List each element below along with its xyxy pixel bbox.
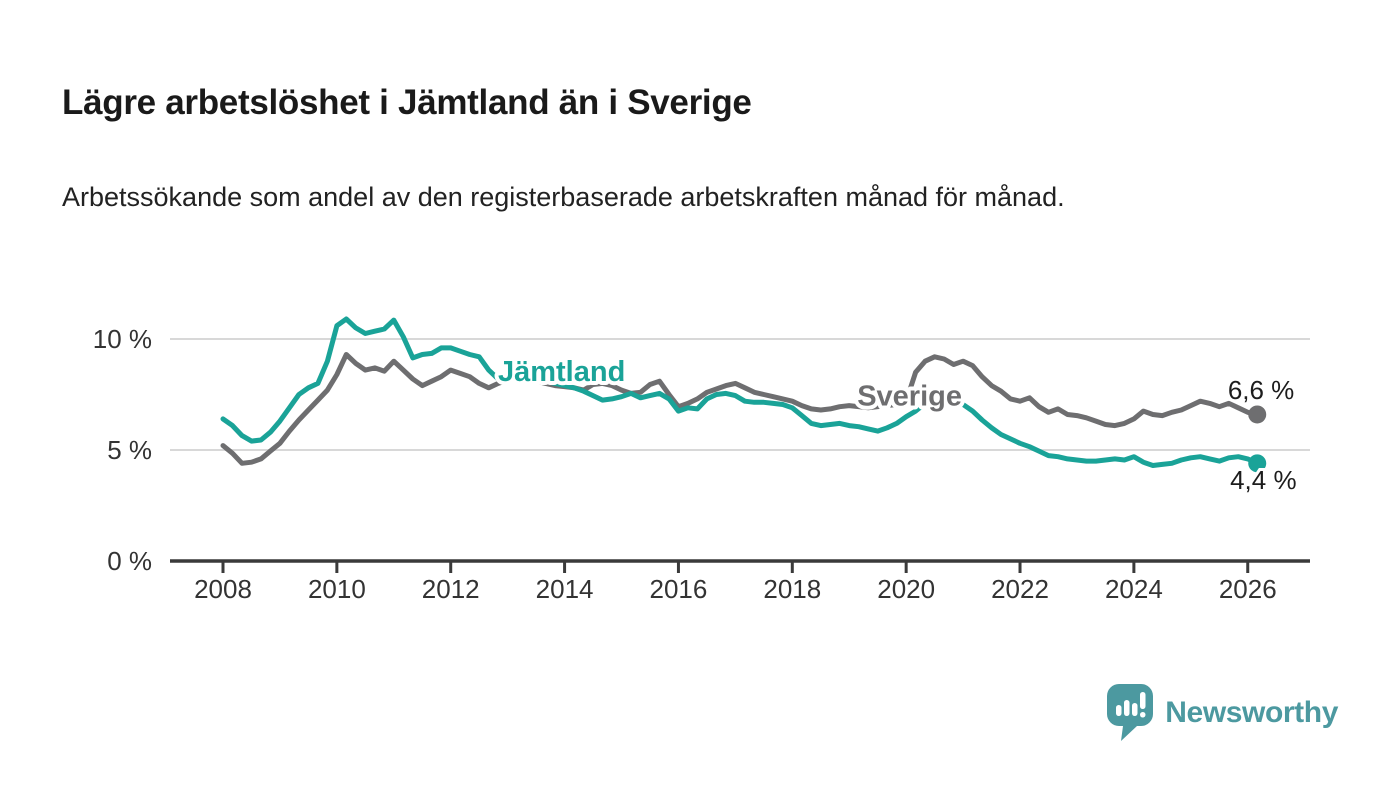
x-tick-label: 2010 — [308, 574, 366, 604]
series-label-sverige: Sverige — [857, 381, 962, 413]
x-tick-label: 2014 — [536, 574, 594, 604]
series-end-value-j-mtland: 4,4 % — [1230, 465, 1297, 495]
chart-subtitle: Arbetssökande som andel av den registerb… — [62, 182, 1065, 212]
y-tick-label: 0 % — [107, 546, 152, 576]
series-line-j-mtland — [220, 316, 1260, 468]
y-tick-label: 5 % — [107, 435, 152, 465]
x-tick-label: 2020 — [877, 574, 935, 604]
x-tick-label: 2024 — [1105, 574, 1163, 604]
x-tick-label: 2012 — [422, 574, 480, 604]
x-tick-label: 2018 — [763, 574, 821, 604]
series-label-j-mtland: Jämtland — [498, 356, 625, 388]
x-tick-label: 2026 — [1219, 574, 1277, 604]
x-tick-label: 2016 — [650, 574, 708, 604]
series-line-sverige — [220, 352, 1260, 466]
series-end-value-sverige: 6,6 % — [1228, 375, 1295, 405]
series-end-dot-j-mtland — [1248, 454, 1267, 473]
unemployment-line-chart: 2008 2010 2012 2014 2016 2018 2020 2022 2024 2026… — [93, 316, 1310, 604]
brand-name: Newsworthy — [1165, 696, 1338, 729]
chart-title: Lägre arbetslöshet i Jämtland än i Sveri… — [62, 83, 752, 123]
bar-chart-speech-bubble-icon — [1107, 684, 1154, 741]
y-tick-label: 10 % — [93, 324, 152, 354]
x-tick-label: 2022 — [991, 574, 1049, 604]
x-tick-label: 2008 — [194, 574, 252, 604]
series-end-dot-sverige — [1248, 405, 1267, 424]
newsworthy-logo: Newsworthy — [1107, 684, 1338, 742]
